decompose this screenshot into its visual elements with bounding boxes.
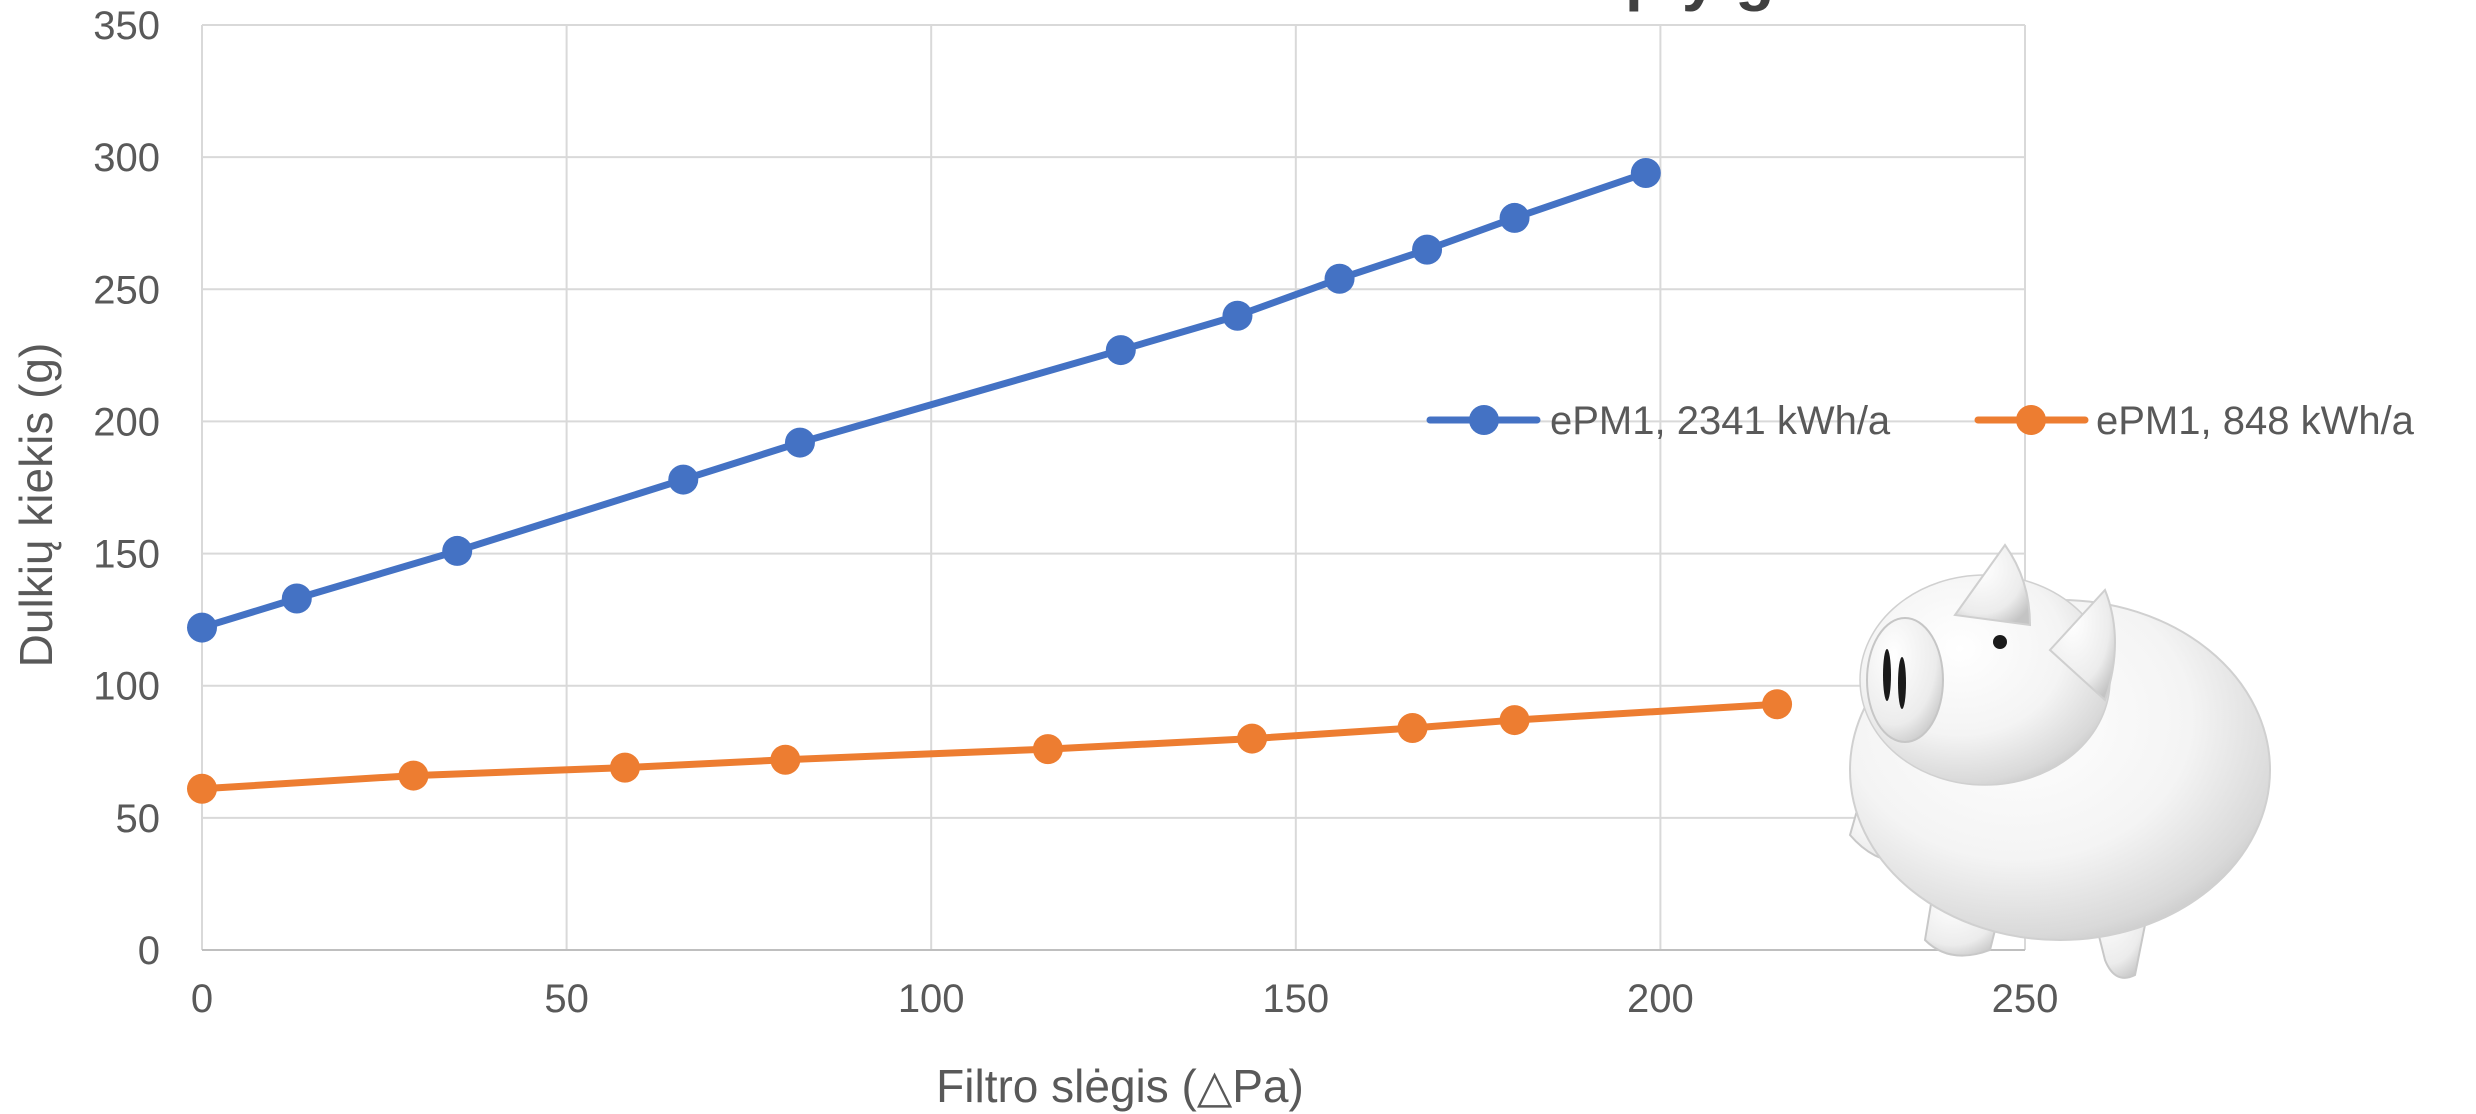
series-1 xyxy=(187,158,1661,643)
data-point xyxy=(1630,158,1661,188)
data-point xyxy=(398,760,429,791)
data-point xyxy=(1324,263,1355,294)
series xyxy=(187,158,1793,804)
x-tick-label: 250 xyxy=(1992,977,2059,1021)
x-tick-label: 150 xyxy=(1262,977,1329,1021)
axes: 0 50 100 150 200 250 0 50 100 150 200 250 300 350 xyxy=(93,4,2058,1021)
y-tick-label: 250 xyxy=(93,268,160,312)
data-point xyxy=(187,612,217,643)
data-point xyxy=(1032,734,1063,765)
data-point xyxy=(1237,723,1268,754)
data-point xyxy=(668,464,699,495)
y-tick-label: 0 xyxy=(138,929,160,973)
x-tick-label: 200 xyxy=(1627,977,1694,1021)
x-axis-title: Filtro slėgis (△Pa) xyxy=(936,1060,1304,1112)
data-point xyxy=(187,773,217,804)
legend-item-2: ePM1, 848 kWh/a xyxy=(1974,399,2415,443)
chart-title-fragment: p y g xyxy=(1625,0,1774,12)
data-point xyxy=(1222,300,1253,331)
y-tick-label: 50 xyxy=(116,797,161,841)
data-point xyxy=(1412,234,1443,265)
series-line xyxy=(198,700,1781,793)
legend-label: ePM1, 2341 kWh/a xyxy=(1550,399,1891,443)
y-tick-label: 350 xyxy=(93,4,160,48)
y-tick-label: 200 xyxy=(93,400,160,444)
y-tick-label: 300 xyxy=(93,136,160,180)
data-point xyxy=(1397,713,1428,743)
y-axis-title: Dulkių kiekis (g) xyxy=(10,343,62,668)
grid xyxy=(201,24,2026,951)
legend-swatch-marker xyxy=(2016,405,2046,435)
data-point xyxy=(1762,689,1793,720)
data-point xyxy=(1105,335,1136,366)
y-tick-label: 150 xyxy=(93,533,160,577)
x-tick-label: 50 xyxy=(544,977,589,1021)
legend-swatch-marker xyxy=(1469,405,1499,435)
y-tick-label: 100 xyxy=(93,665,160,709)
data-point xyxy=(1499,705,1530,736)
legend-label: ePM1, 848 kWh/a xyxy=(2096,399,2415,443)
x-tick-label: 100 xyxy=(898,977,965,1021)
data-point xyxy=(281,583,312,614)
data-point xyxy=(784,427,815,458)
data-point xyxy=(770,744,801,775)
piggy-bank-image xyxy=(1848,543,2271,979)
series-2 xyxy=(187,689,1793,804)
data-point xyxy=(442,535,473,566)
legend: ePM1, 2341 kWh/a ePM1, 848 kWh/a xyxy=(1426,399,2415,443)
x-tick-label: 0 xyxy=(191,977,213,1021)
legend-item-1: ePM1, 2341 kWh/a xyxy=(1426,399,1891,443)
data-point xyxy=(609,752,640,783)
data-point xyxy=(1499,202,1530,233)
